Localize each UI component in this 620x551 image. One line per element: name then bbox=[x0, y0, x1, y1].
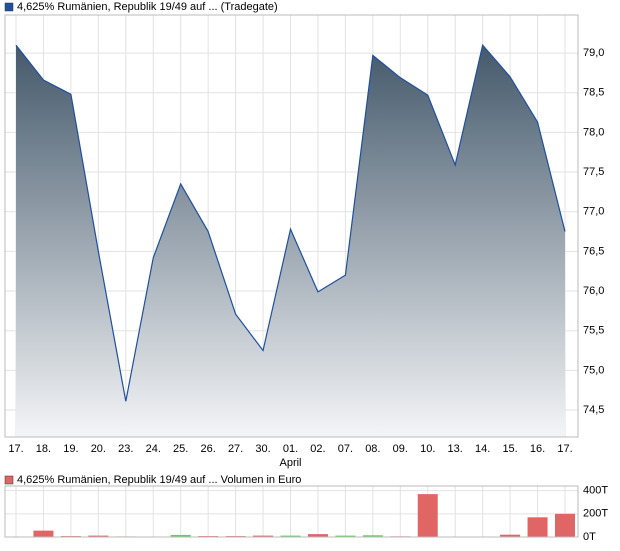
volume-bar bbox=[362, 535, 383, 537]
volume-bar bbox=[280, 535, 301, 537]
x-tick-label: 09. bbox=[393, 443, 408, 455]
x-tick-label: 16. bbox=[530, 443, 545, 455]
x-tick-label: 08. bbox=[365, 443, 380, 455]
plot-frame bbox=[4, 14, 579, 438]
volume-bar bbox=[170, 534, 191, 537]
y-tick-label: 77,5 bbox=[583, 166, 604, 178]
volume-bar bbox=[555, 513, 575, 537]
plot-area bbox=[5, 486, 578, 537]
volume-bar bbox=[307, 534, 328, 537]
legend-swatch bbox=[4, 475, 14, 485]
y-tick-label: 78,5 bbox=[583, 87, 604, 99]
legend-label: 4,625% Rumänien, Republik 19/49 auf ... … bbox=[17, 1, 278, 13]
x-tick-label: 18. bbox=[36, 443, 51, 455]
y-tick-label: 400T bbox=[583, 485, 608, 497]
volume-bar bbox=[33, 530, 54, 537]
x-tick-label: 30. bbox=[255, 443, 270, 455]
volume-bar bbox=[500, 534, 521, 537]
y-tick-label: 74,5 bbox=[583, 404, 604, 416]
y-tick-label: 77,0 bbox=[583, 206, 604, 218]
month-label: April bbox=[279, 457, 301, 469]
y-tick-label: 79,0 bbox=[583, 47, 604, 59]
legend-swatch bbox=[4, 2, 14, 12]
volume-bar bbox=[88, 535, 109, 537]
x-tick-label: 02. bbox=[310, 443, 325, 455]
x-tick-label: 24. bbox=[146, 443, 161, 455]
x-tick-label: 20. bbox=[91, 443, 106, 455]
y-tick-label: 76,0 bbox=[583, 285, 604, 297]
x-tick-label: 23. bbox=[118, 443, 133, 455]
volume-bar bbox=[253, 535, 274, 537]
y-tick-label: 0T bbox=[583, 531, 596, 543]
y-tick-label: 200T bbox=[583, 508, 608, 520]
price-line bbox=[15, 43, 566, 402]
x-tick-label: 15. bbox=[502, 443, 517, 455]
x-tick-label: 26. bbox=[201, 443, 216, 455]
y-tick-label: 75,5 bbox=[583, 325, 604, 337]
legend-label: 4,625% Rumänien, Republik 19/49 auf ... … bbox=[17, 474, 301, 486]
x-tick-label: 10. bbox=[420, 443, 435, 455]
volume-bar bbox=[527, 517, 548, 537]
volume-bar bbox=[335, 535, 356, 537]
x-tick-label: 19. bbox=[63, 443, 78, 455]
y-tick-label: 76,5 bbox=[583, 245, 604, 257]
x-tick-label: 25. bbox=[173, 443, 188, 455]
x-tick-label: 17. bbox=[557, 443, 572, 455]
volume-bar bbox=[417, 494, 438, 537]
y-tick-label: 78,0 bbox=[583, 126, 604, 138]
area-fill bbox=[16, 45, 565, 438]
x-tick-label: 07. bbox=[338, 443, 353, 455]
plot-frame bbox=[4, 485, 579, 538]
x-tick-label: 14. bbox=[475, 443, 490, 455]
x-tick-label: 17. bbox=[8, 443, 23, 455]
x-tick-label: 13. bbox=[448, 443, 463, 455]
x-tick-label: 27. bbox=[228, 443, 243, 455]
x-tick-label: 01. bbox=[283, 443, 298, 455]
y-tick-label: 75,0 bbox=[583, 364, 604, 376]
